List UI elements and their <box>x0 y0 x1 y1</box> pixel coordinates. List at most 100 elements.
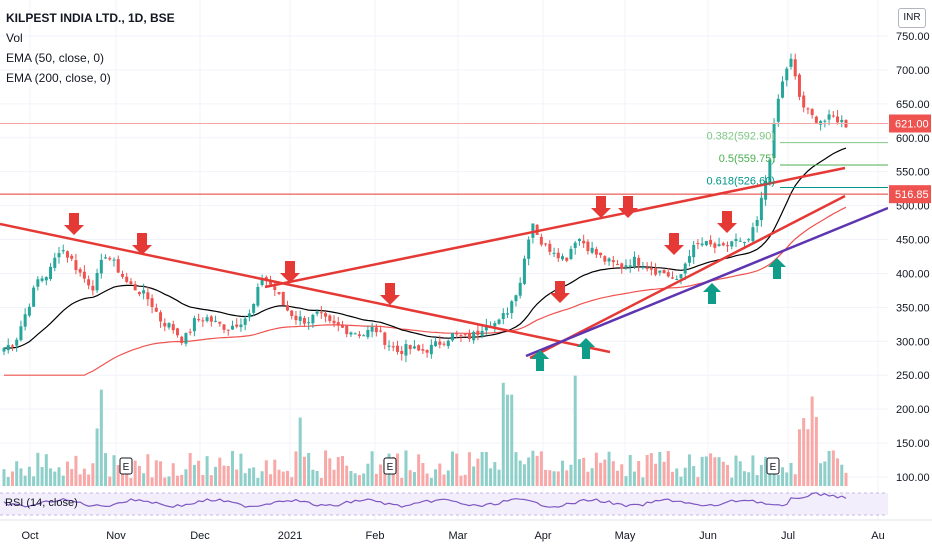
chart-legend: KILPEST INDIA LTD., 1D, BSE Vol EMA (50,… <box>6 8 175 88</box>
volume-bar <box>95 428 99 486</box>
volume-bar <box>840 464 844 486</box>
volume-bar <box>74 455 78 486</box>
candle-body <box>167 323 171 328</box>
candle-body <box>353 333 357 335</box>
volume-bar <box>607 451 611 486</box>
candle-body <box>70 255 74 259</box>
candle-body <box>159 312 163 322</box>
candle-body <box>582 240 586 244</box>
volume-bar <box>594 452 598 486</box>
candle-body <box>709 239 713 245</box>
candle-body <box>467 333 471 339</box>
candle-body <box>87 279 91 286</box>
volume-bar <box>230 450 234 486</box>
candle-body <box>734 238 738 242</box>
candle-body <box>421 349 425 351</box>
candle-body <box>781 81 785 98</box>
down-arrow-icon <box>550 281 570 303</box>
candle-body <box>522 258 526 284</box>
legend-volume[interactable]: Vol <box>6 31 23 45</box>
volume-bar <box>175 475 179 486</box>
candle-body <box>692 244 696 258</box>
candle-body <box>518 282 522 296</box>
candle-body <box>125 276 129 282</box>
candle-body <box>455 333 459 335</box>
candle-body <box>163 322 167 327</box>
earnings-label: E <box>770 462 777 473</box>
legend-ema-50[interactable]: EMA (50, close, 0) <box>6 51 105 65</box>
volume-bar <box>290 477 294 486</box>
volume-bar <box>49 468 53 486</box>
candle-body <box>586 241 590 252</box>
volume-bar <box>150 477 154 486</box>
candle-body <box>154 307 158 312</box>
fib-label: 0.618(526.60) <box>707 176 776 188</box>
x-tick-label: Nov <box>106 530 126 542</box>
volume-bar <box>632 471 636 486</box>
down-arrow-icon <box>618 196 638 218</box>
x-tick-label: 2021 <box>278 530 302 542</box>
candle-body <box>340 324 344 328</box>
volume-bar <box>671 471 675 486</box>
volume-bar <box>23 475 27 486</box>
candle-body <box>628 265 632 267</box>
candle-body <box>2 348 6 352</box>
candle-body <box>307 322 311 324</box>
volume-bar <box>319 477 323 486</box>
candle-body <box>137 291 141 295</box>
up-arrow-icon <box>531 350 549 371</box>
x-tick-label: Feb <box>366 530 385 542</box>
symbol-title[interactable]: KILPEST INDIA LTD., 1D, BSE <box>6 11 175 25</box>
volume-bar <box>61 475 65 486</box>
x-tick-label: Dec <box>190 530 210 542</box>
candle-body <box>700 243 704 246</box>
volume-bar <box>628 454 632 486</box>
up-arrow-icon <box>577 338 595 359</box>
volume-bar <box>781 467 785 486</box>
candle-body <box>112 259 116 261</box>
volume-bar <box>759 465 763 486</box>
candle-body <box>603 256 607 262</box>
candle-body <box>662 269 666 274</box>
volume-bar <box>379 464 383 486</box>
x-tick-label: Jun <box>699 530 717 542</box>
candle-body <box>383 332 387 345</box>
candle-body <box>742 242 746 244</box>
volume-bar <box>683 467 687 486</box>
candle-body <box>104 257 108 259</box>
volume-bar <box>302 456 306 486</box>
x-tick-label: Oct <box>21 530 38 542</box>
y-tick-label: 150.00 <box>896 438 930 450</box>
legend-ema-200[interactable]: EMA (200, close, 0) <box>6 71 111 85</box>
volume-bar <box>463 474 467 486</box>
volume-bar <box>768 470 772 486</box>
volume-bar <box>273 459 277 486</box>
candle-body <box>624 265 628 267</box>
candle-body <box>552 252 556 254</box>
candle-body <box>302 318 306 324</box>
candle-body <box>230 325 234 330</box>
ema-50-polyline <box>3 147 847 349</box>
volume-bar <box>294 451 298 486</box>
candle-body <box>252 303 256 313</box>
candle-body <box>328 315 332 321</box>
earnings-marker <box>383 457 397 475</box>
candle-body <box>120 273 124 277</box>
volume-bar <box>624 476 628 486</box>
candle-body <box>27 306 31 316</box>
candle-body <box>133 284 137 291</box>
currency-button[interactable]: INR <box>898 8 926 28</box>
volume-bar <box>142 473 146 486</box>
candle-body <box>823 120 827 122</box>
candle-body <box>768 159 772 183</box>
candle-body <box>150 298 154 308</box>
rsi-legend[interactable]: RSI (14, close) <box>5 497 78 509</box>
y-tick-label: 450.00 <box>896 235 930 247</box>
candle-body <box>831 115 835 117</box>
ema-50-line <box>3 147 847 349</box>
volume-bar <box>65 461 69 486</box>
volume-bar <box>738 461 742 486</box>
volume-bar <box>489 468 493 486</box>
candle-body <box>395 345 399 352</box>
